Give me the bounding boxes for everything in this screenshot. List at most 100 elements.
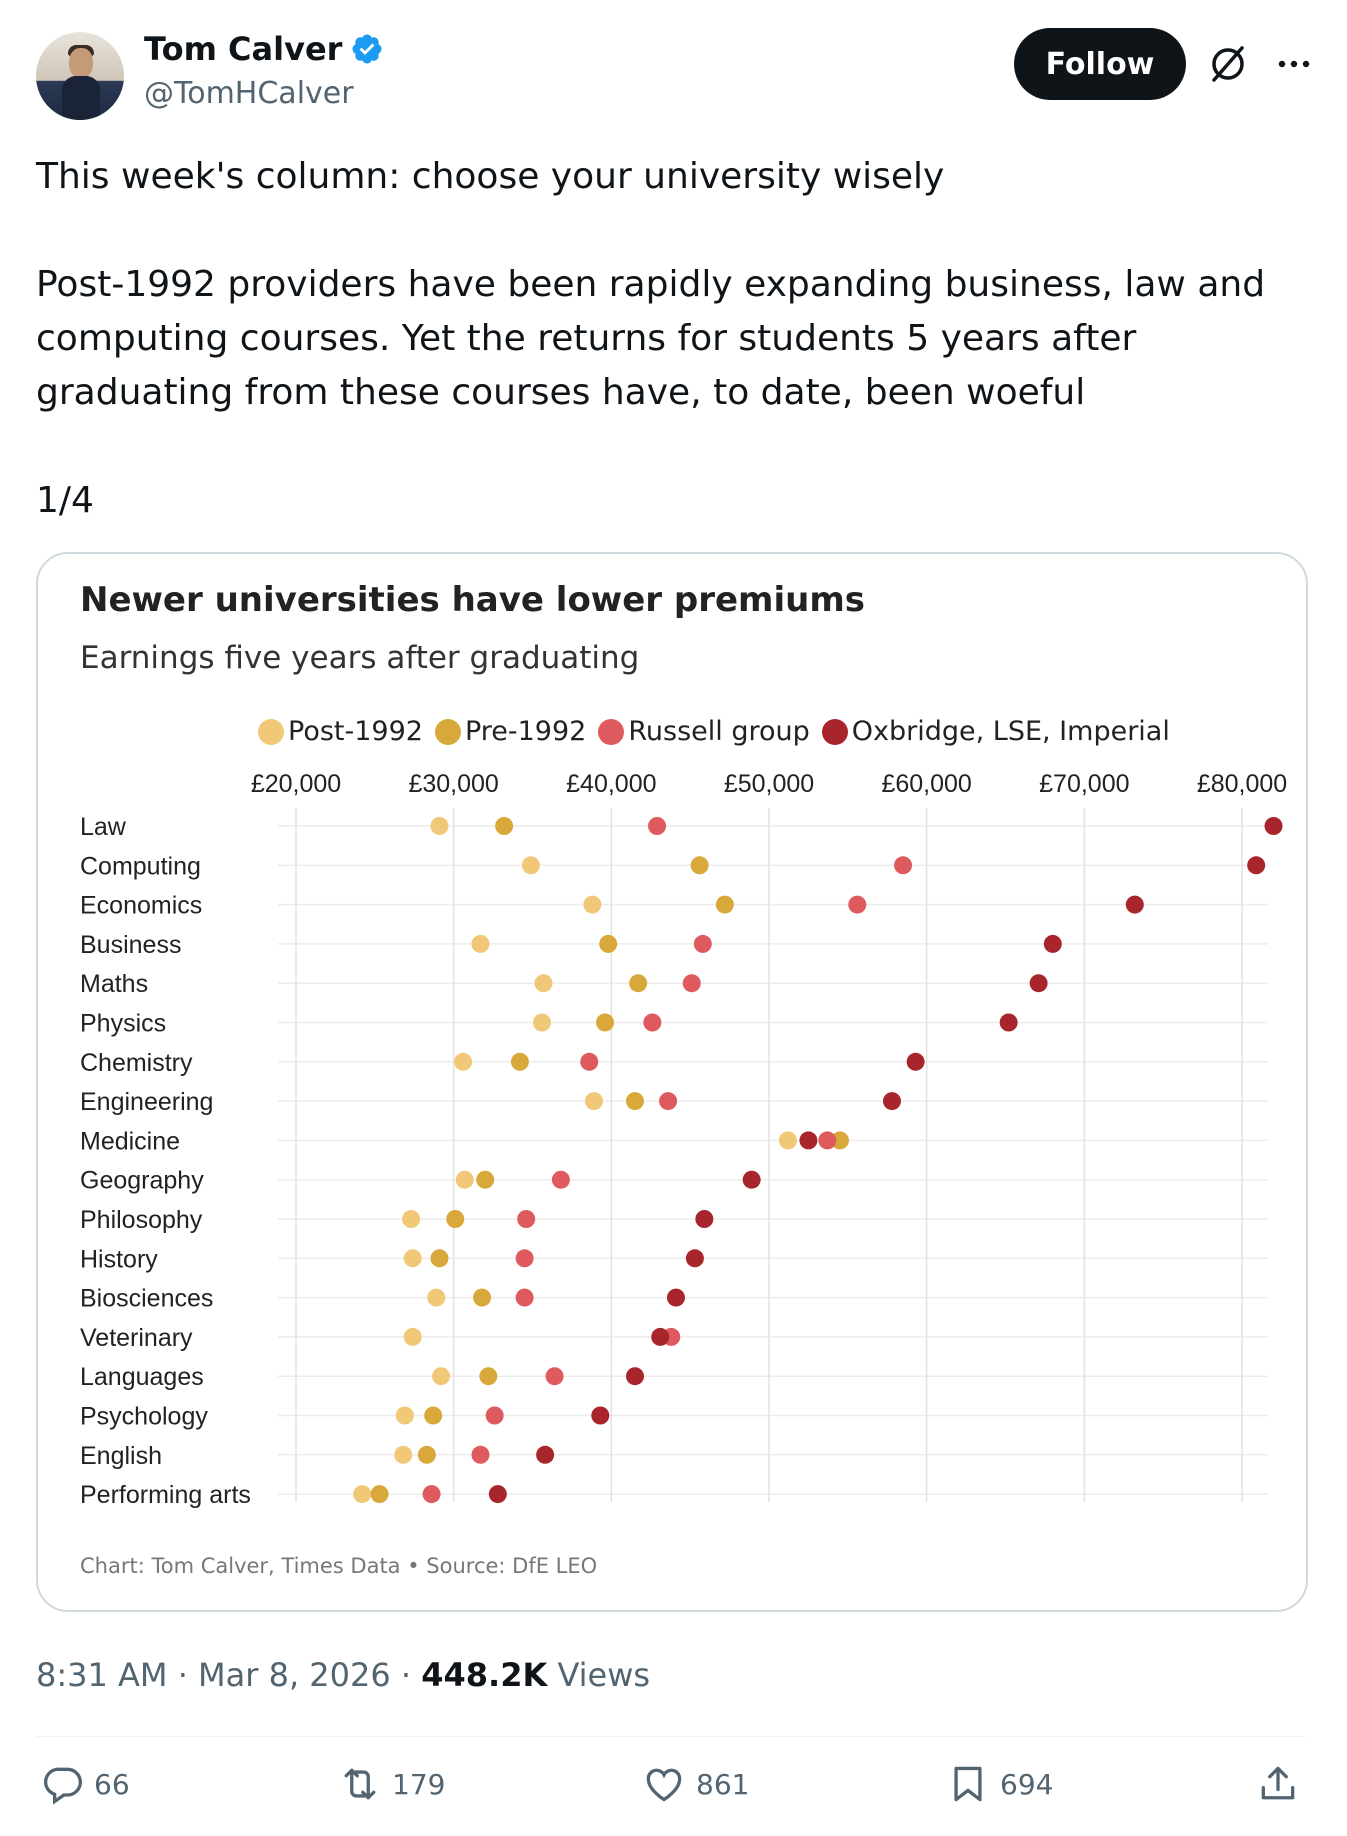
tweet-paragraph: Post-1992 providers have been rapidly ex… bbox=[36, 264, 1266, 413]
category-label: Law bbox=[80, 813, 127, 841]
author-handle[interactable]: @TomHCalver bbox=[144, 76, 354, 111]
author-name-row[interactable]: Tom Calver bbox=[144, 30, 384, 68]
data-point bbox=[422, 1485, 441, 1504]
repost-icon bbox=[344, 1768, 376, 1800]
category-label: Physics bbox=[80, 1010, 166, 1038]
category-label: Computing bbox=[80, 852, 201, 880]
bookmark-count: 694 bbox=[1000, 1767, 1054, 1801]
category-label: Biosciences bbox=[80, 1285, 213, 1313]
data-point bbox=[455, 1170, 474, 1189]
like-count: 861 bbox=[696, 1767, 750, 1801]
data-point bbox=[403, 1249, 422, 1268]
data-point bbox=[545, 1367, 564, 1386]
data-point bbox=[521, 856, 540, 875]
share-icon bbox=[1261, 1766, 1295, 1800]
data-point bbox=[476, 1170, 495, 1189]
data-point bbox=[580, 1052, 599, 1071]
data-point bbox=[488, 1485, 507, 1504]
tweet-header: Tom Calver @TomHCalver Follow bbox=[36, 28, 1310, 120]
data-point bbox=[596, 1013, 615, 1032]
bookmark-icon bbox=[954, 1766, 982, 1802]
data-point bbox=[402, 1210, 421, 1228]
data-point bbox=[370, 1485, 389, 1504]
category-label: Medicine bbox=[80, 1127, 180, 1155]
data-point bbox=[551, 1170, 570, 1189]
share-button[interactable] bbox=[1256, 1762, 1300, 1806]
data-point bbox=[778, 1131, 797, 1150]
data-point bbox=[471, 1445, 490, 1464]
data-point bbox=[591, 1406, 610, 1425]
data-point bbox=[534, 974, 553, 993]
data-point bbox=[629, 974, 648, 993]
data-point bbox=[584, 1092, 603, 1111]
like-button[interactable]: 861 bbox=[642, 1762, 749, 1806]
data-point bbox=[715, 895, 734, 914]
tweet-text: This week's column: choose your universi… bbox=[36, 150, 1306, 528]
data-point bbox=[830, 1131, 849, 1150]
data-point bbox=[625, 1367, 644, 1386]
data-point bbox=[495, 817, 514, 835]
category-label: English bbox=[80, 1442, 162, 1470]
category-label: Psychology bbox=[80, 1403, 208, 1431]
data-point bbox=[1247, 856, 1266, 875]
x-tick-label: £40,000 bbox=[566, 770, 656, 798]
x-tick-label: £50,000 bbox=[724, 770, 814, 798]
x-tick-label: £70,000 bbox=[1039, 770, 1129, 798]
data-point bbox=[430, 817, 449, 835]
tweet-line-1: This week's column: choose your universi… bbox=[36, 156, 945, 197]
data-point bbox=[583, 895, 602, 914]
more-options-icon[interactable] bbox=[1272, 42, 1316, 86]
reply-count: 66 bbox=[94, 1767, 130, 1801]
category-label: Business bbox=[80, 931, 181, 959]
reply-button[interactable]: 66 bbox=[40, 1762, 130, 1806]
category-label: Languages bbox=[80, 1363, 204, 1391]
legend-label: Russell group bbox=[628, 716, 810, 747]
grok-icon[interactable] bbox=[1206, 42, 1250, 86]
data-point bbox=[695, 1210, 714, 1228]
x-tick-label: £80,000 bbox=[1197, 770, 1287, 798]
legend-item-russell: Russell group bbox=[598, 716, 810, 747]
reply-icon bbox=[44, 1767, 82, 1805]
data-point bbox=[432, 1367, 451, 1386]
category-label: Maths bbox=[80, 970, 148, 998]
bookmark-button[interactable]: 694 bbox=[946, 1762, 1053, 1806]
data-point bbox=[471, 934, 490, 953]
avatar[interactable] bbox=[36, 32, 124, 120]
data-point bbox=[536, 1445, 555, 1464]
data-point bbox=[454, 1052, 473, 1071]
data-point bbox=[742, 1170, 761, 1189]
tweet-time[interactable]: 8:31 AM bbox=[36, 1656, 168, 1694]
chart-card[interactable]: Newer universities have lower premiums E… bbox=[36, 552, 1308, 1612]
legend-dot-icon bbox=[258, 718, 284, 745]
data-point bbox=[848, 895, 867, 914]
data-point bbox=[446, 1210, 465, 1228]
data-point bbox=[1043, 934, 1062, 953]
legend-item-post1992: Post-1992 bbox=[258, 716, 423, 747]
data-point bbox=[417, 1445, 436, 1464]
data-point bbox=[515, 1288, 534, 1307]
data-point bbox=[659, 1092, 678, 1111]
tweet-date[interactable]: Mar 8, 2026 bbox=[198, 1656, 391, 1694]
views-count: 448.2K bbox=[421, 1656, 548, 1694]
chart-footer: Chart: Tom Calver, Times Data • Source: … bbox=[80, 1554, 598, 1578]
repost-button[interactable]: 179 bbox=[338, 1762, 445, 1806]
chart-title: Newer universities have lower premiums bbox=[80, 580, 865, 620]
legend-label: Pre-1992 bbox=[464, 716, 587, 747]
data-point bbox=[353, 1485, 372, 1504]
category-label: Economics bbox=[80, 892, 202, 920]
data-point bbox=[424, 1406, 443, 1425]
chart-legend: Post-1992 Pre-1992 Russell group Oxbridg… bbox=[258, 716, 1182, 747]
author-name[interactable]: Tom Calver bbox=[144, 30, 343, 68]
data-point bbox=[690, 856, 709, 875]
tweet-thread-count: 1/4 bbox=[36, 480, 94, 521]
legend-item-pre1992: Pre-1992 bbox=[434, 716, 587, 747]
data-point bbox=[1029, 974, 1048, 993]
repost-count: 179 bbox=[392, 1767, 446, 1801]
data-point bbox=[799, 1131, 818, 1150]
data-point bbox=[643, 1013, 662, 1032]
category-label: History bbox=[80, 1245, 158, 1273]
data-point bbox=[625, 1092, 644, 1111]
category-label: Geography bbox=[80, 1167, 204, 1195]
legend-dot-icon bbox=[598, 718, 625, 745]
follow-button[interactable]: Follow bbox=[1014, 28, 1186, 100]
